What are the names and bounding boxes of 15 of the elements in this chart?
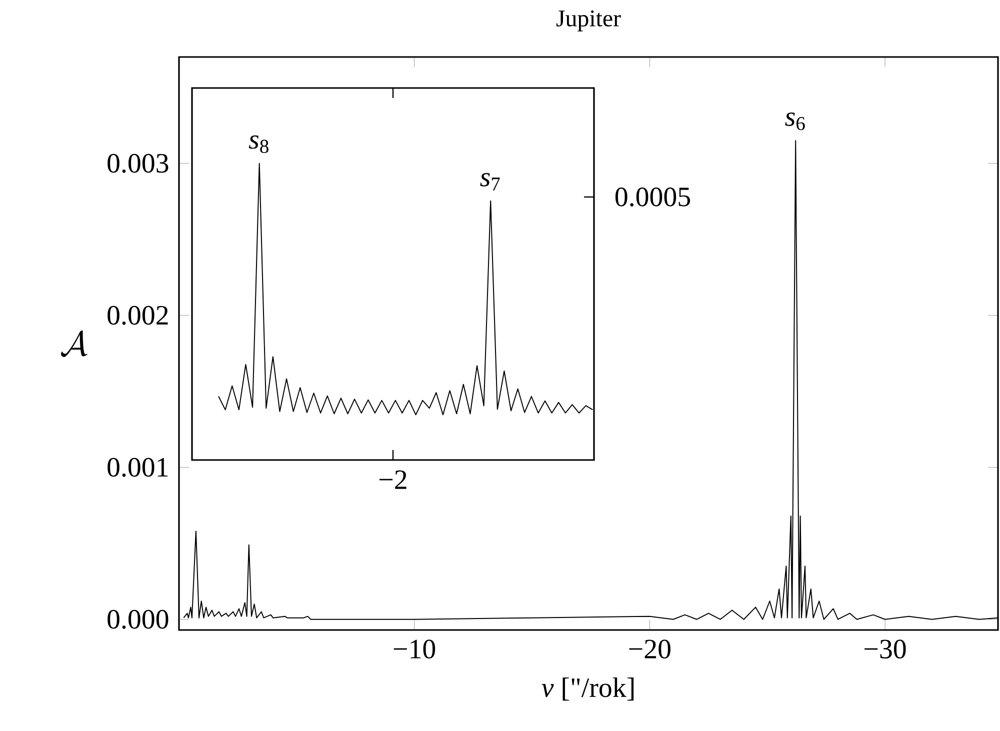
annotation: s$_{7}$ [480, 172, 500, 190]
annotation: s$_{8}$ [248, 135, 268, 153]
annotation: s$_{6}$ [785, 112, 805, 130]
x-tick-label: −10 [394, 640, 436, 659]
y-tick-label: 0.000 [108, 610, 168, 629]
y-tick-label: 0.003 [108, 154, 168, 173]
annotation: −2 [380, 470, 406, 489]
chart-title: Jupiter [556, 10, 621, 32]
annotation: 0.0005 [615, 188, 690, 206]
y-tick-label: 0.002 [108, 306, 168, 325]
y-axis-title: $\mathcal{A}$ [60, 330, 88, 357]
x-tick-label: −20 [629, 640, 670, 659]
x-tick-label: −30 [864, 640, 906, 659]
x-axis-title: ν ["/rok] [542, 677, 634, 701]
y-tick-label: 0.001 [108, 458, 168, 477]
